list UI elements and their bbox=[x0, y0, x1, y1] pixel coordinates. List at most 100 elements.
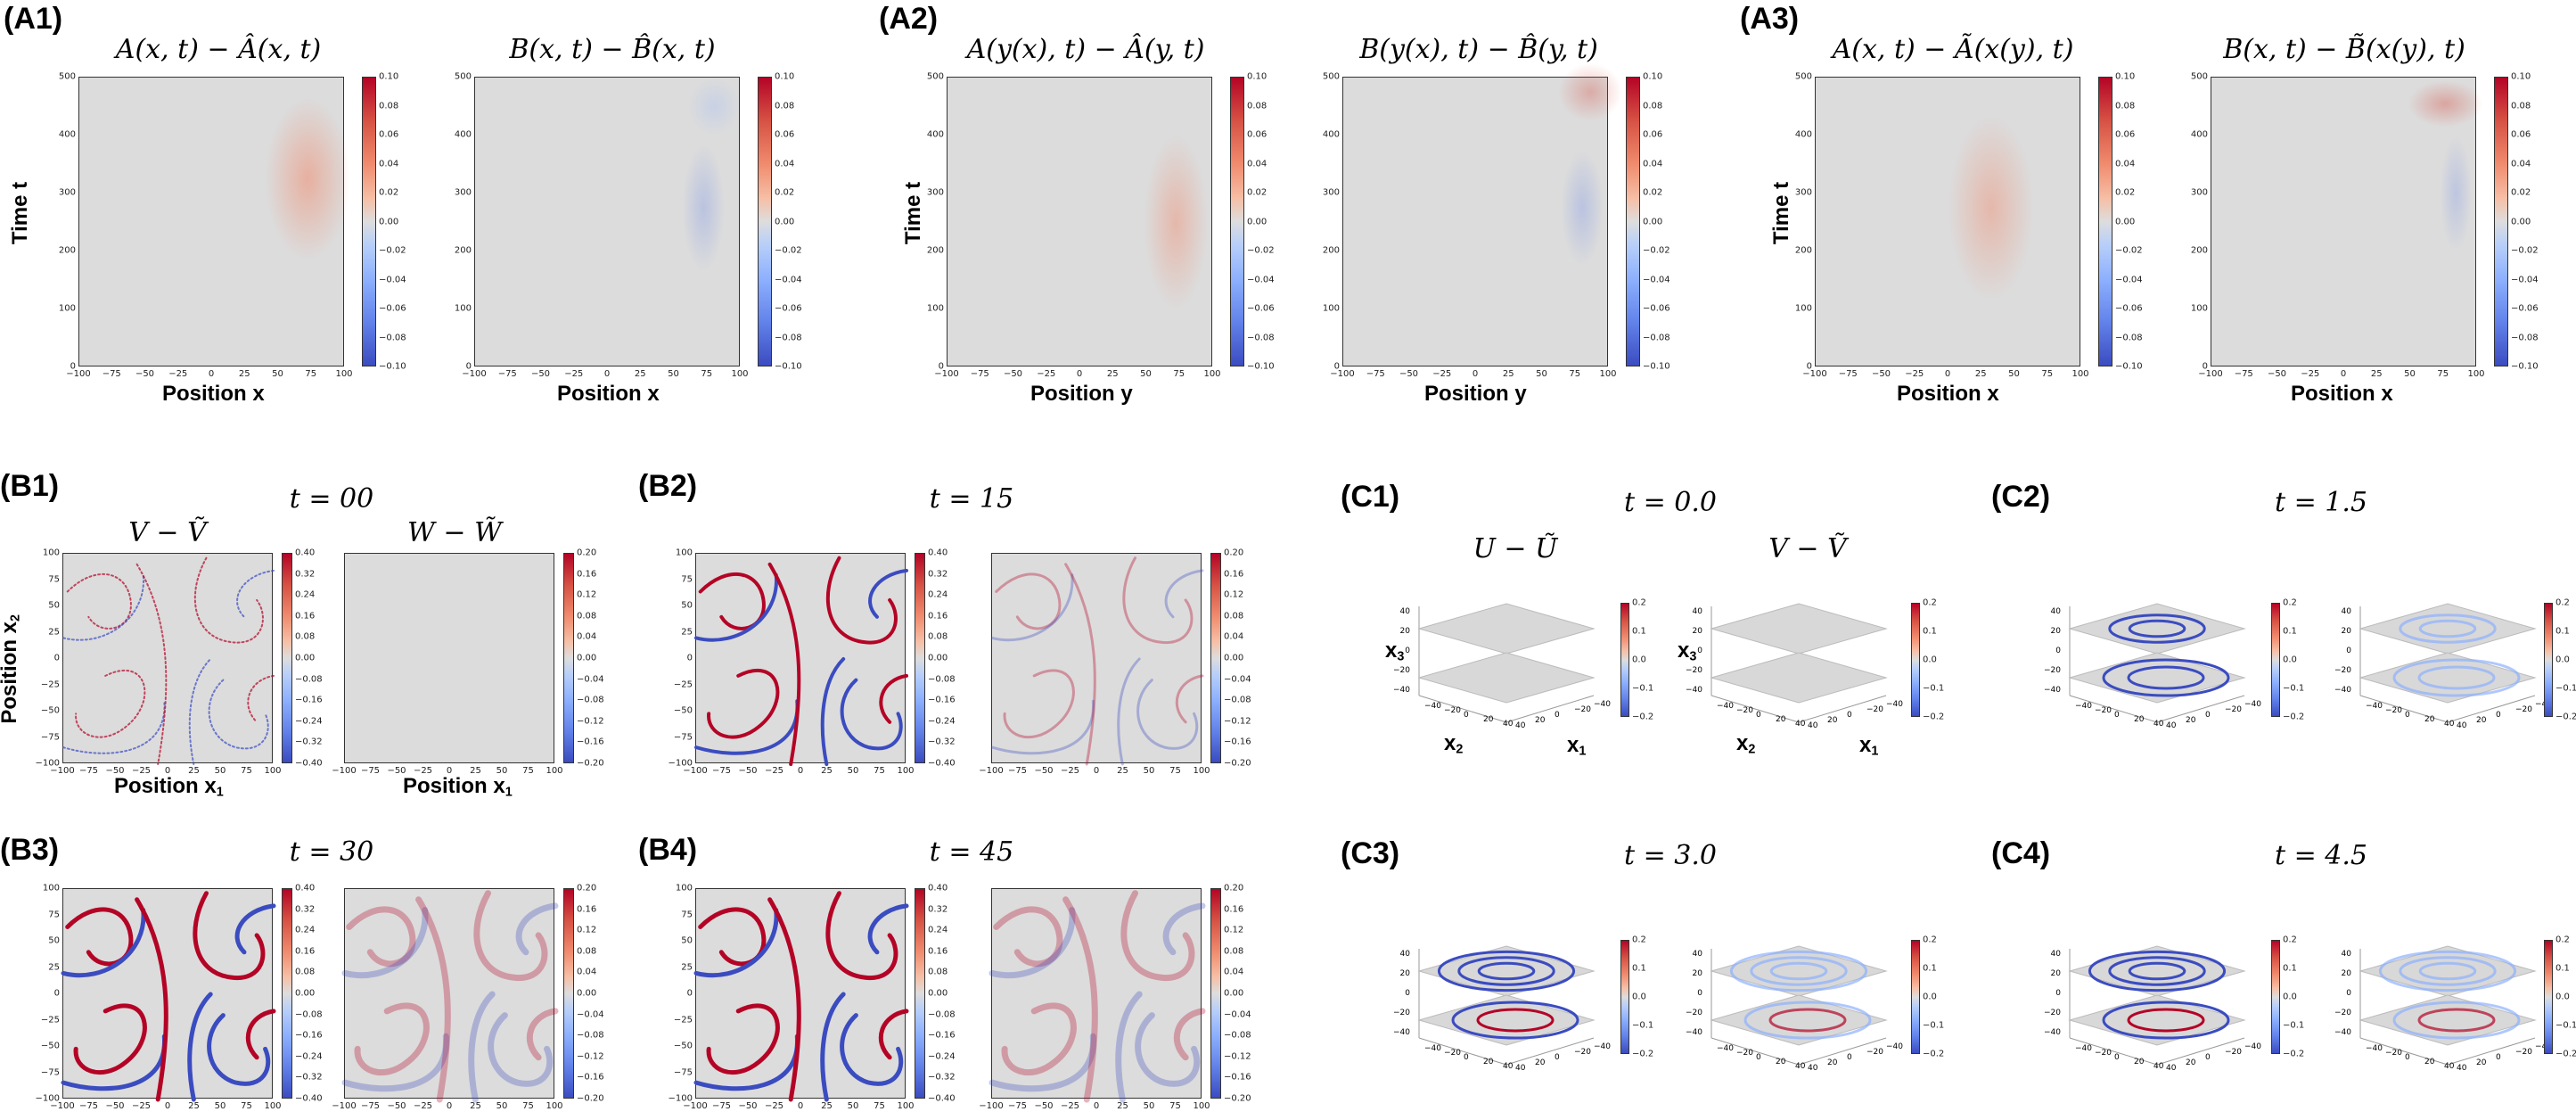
cbtick-b1w-6: −0.04 bbox=[577, 674, 604, 685]
xtick-b3v-0: −100 bbox=[50, 1101, 75, 1111]
cbtick-a3l-5: 0.00 bbox=[2115, 217, 2136, 226]
cbtick-c1u-4: −0.2 bbox=[1632, 712, 1654, 722]
cbtick-a3r-3: 0.04 bbox=[2511, 159, 2531, 169]
plane-c4v-top bbox=[2359, 945, 2537, 997]
ytick-a3r-1: 100 bbox=[2190, 303, 2208, 314]
ytick-a3r-2: 200 bbox=[2190, 245, 2208, 256]
cbtick-b1v-3: 0.16 bbox=[295, 611, 316, 622]
x2tick-c1u-2: 0 bbox=[1464, 711, 1469, 720]
field-line-b4w-3 bbox=[1166, 906, 1202, 952]
xtick-b4w-6: 50 bbox=[1143, 1101, 1155, 1111]
heatmap-svg-a1r bbox=[682, 78, 741, 272]
ztick-c4u-4: −40 bbox=[2044, 1028, 2061, 1037]
xtick-b4w-3: −25 bbox=[1060, 1101, 1080, 1111]
xtick-b4w-8: 100 bbox=[1193, 1101, 1210, 1111]
x1tick-c1v-1: 20 bbox=[1827, 716, 1838, 725]
cbtick-b2w-10: −0.20 bbox=[1224, 758, 1251, 769]
x2tick-c1v-1: −20 bbox=[1736, 706, 1753, 715]
xtick-b4v-4: 0 bbox=[797, 1101, 804, 1111]
heatmap-svg-b4w bbox=[992, 889, 1202, 1099]
x2tick-c4v-3: 20 bbox=[2424, 1058, 2435, 1066]
ytick-a1r-2: 200 bbox=[454, 245, 472, 256]
ring-top-c4v-0 bbox=[2418, 961, 2477, 981]
colorbar-c2v bbox=[2544, 603, 2553, 717]
ytick-b2v-5: 25 bbox=[681, 627, 693, 637]
title-c3-time: t = 3.0 bbox=[1624, 840, 1717, 871]
xtick-b3w-3: −25 bbox=[413, 1101, 433, 1111]
cbtick-b4w-8: −0.12 bbox=[1224, 1051, 1251, 1062]
ytick-a1l-1: 100 bbox=[58, 303, 76, 314]
xtick-b1v-3: −25 bbox=[131, 766, 152, 776]
x2-axis-c2v bbox=[2359, 695, 2449, 723]
cbtick-c3u-2: 0.0 bbox=[1632, 992, 1646, 1002]
cbtick-b3w-2: 0.12 bbox=[577, 925, 597, 935]
ytick-a3l-3: 300 bbox=[1794, 187, 1812, 198]
cbtick-b4w-9: −0.16 bbox=[1224, 1072, 1251, 1083]
cbtick-b3w-7: −0.08 bbox=[577, 1030, 604, 1041]
title-b3-time: t = 30 bbox=[289, 836, 374, 868]
x1-axis-c4v bbox=[2447, 1037, 2536, 1066]
ytick-a1r-0: 0 bbox=[465, 361, 472, 372]
ztick-c1v-3: −20 bbox=[1686, 666, 1702, 675]
x1-axis-c3u bbox=[1505, 1037, 1595, 1066]
cbtick-b3w-10: −0.20 bbox=[577, 1093, 604, 1104]
cbtick-a3l-3: 0.04 bbox=[2115, 159, 2136, 169]
field-line-b3v-8 bbox=[137, 900, 167, 1099]
xtick-b3w-7: 75 bbox=[522, 1101, 534, 1111]
ring-bot-c3v-1 bbox=[1743, 1001, 1872, 1040]
xtick-a2r-3: −25 bbox=[1432, 369, 1452, 379]
x1tick-c1u-4: −40 bbox=[1594, 700, 1611, 709]
x1tick-c2v-3: −20 bbox=[2515, 705, 2532, 714]
cbtick-c4v-0: 0.2 bbox=[2555, 935, 2570, 945]
ytick-a2r-2: 200 bbox=[1322, 245, 1340, 256]
xtick-b4v-0: −100 bbox=[683, 1101, 708, 1111]
ytick-b3v-1: −75 bbox=[40, 1067, 60, 1077]
xtick-a3l-6: 50 bbox=[2008, 369, 2020, 379]
field-line-b4v-0 bbox=[701, 910, 764, 964]
x1-axis-c1u bbox=[1505, 695, 1595, 723]
heatmap-b4v bbox=[695, 888, 906, 1099]
heatmap-a2l bbox=[947, 77, 1212, 366]
colorbar-a1r bbox=[758, 77, 772, 366]
cbtick-c4u-2: 0.0 bbox=[2283, 992, 2297, 1002]
xlabel-b1-left: Position x1 bbox=[114, 774, 224, 800]
cbtick-b2v-5: 0.00 bbox=[928, 653, 948, 663]
cbtick-b1v-1: 0.32 bbox=[295, 569, 316, 580]
title-a1-right: B(x, t) − B̂(x, t) bbox=[509, 34, 716, 65]
colorbar-c1u bbox=[1620, 603, 1629, 717]
ytick-a2l-5: 500 bbox=[926, 71, 944, 82]
cbtick-a2r-0: 0.10 bbox=[1643, 71, 1663, 82]
blob-a3r-1 bbox=[2440, 136, 2473, 251]
cbtick-b1v-6: −0.08 bbox=[295, 674, 323, 685]
xtick-a3l-3: −25 bbox=[1905, 369, 1924, 379]
xtick-b1w-5: 25 bbox=[470, 766, 481, 776]
ztick-c4u-3: −20 bbox=[2044, 1009, 2061, 1017]
cbtick-a1r-4: 0.02 bbox=[775, 187, 795, 198]
xtick-b1w-3: −25 bbox=[413, 766, 433, 776]
ztick-c3u-3: −20 bbox=[1393, 1009, 1410, 1017]
ytick-b2v-8: 100 bbox=[675, 548, 693, 558]
ztick-c2u-2: 0 bbox=[2055, 646, 2061, 655]
plane-c4u-bottom bbox=[2068, 994, 2246, 1046]
cbtick-a1l-6: −0.02 bbox=[379, 245, 406, 256]
heatmap-a1r bbox=[474, 77, 741, 366]
cbtick-a1r-9: −0.08 bbox=[775, 333, 802, 342]
x1tick-c3v-0: 40 bbox=[1808, 1064, 1818, 1073]
cbtick-b4w-4: 0.04 bbox=[1224, 967, 1244, 977]
ztick-c3u-0: 40 bbox=[1400, 950, 1411, 959]
xtick-b3v-1: −75 bbox=[78, 1101, 99, 1111]
xlabel-a1-right: Position x bbox=[557, 382, 660, 406]
cbtick-b4v-2: 0.24 bbox=[928, 925, 948, 935]
cbtick-b4v-4: 0.08 bbox=[928, 967, 948, 977]
xtick-a2r-8: 100 bbox=[1599, 369, 1617, 379]
cbtick-a1r-7: −0.04 bbox=[775, 275, 802, 284]
ring-top-c3v-0 bbox=[1769, 961, 1828, 981]
ytick-a1r-5: 500 bbox=[454, 71, 472, 82]
cbtick-c3v-3: −0.1 bbox=[1923, 1020, 1945, 1031]
title-a2-left: A(y(x), t) − Â(y, t) bbox=[966, 34, 1205, 65]
cbtick-a3l-7: −0.04 bbox=[2115, 275, 2143, 284]
ytick-b1v-2: −50 bbox=[40, 705, 60, 716]
x2tick-c1u-3: 20 bbox=[1483, 715, 1494, 724]
blob-a2r-1 bbox=[1561, 150, 1604, 267]
ytick-a3r-5: 500 bbox=[2190, 71, 2208, 82]
